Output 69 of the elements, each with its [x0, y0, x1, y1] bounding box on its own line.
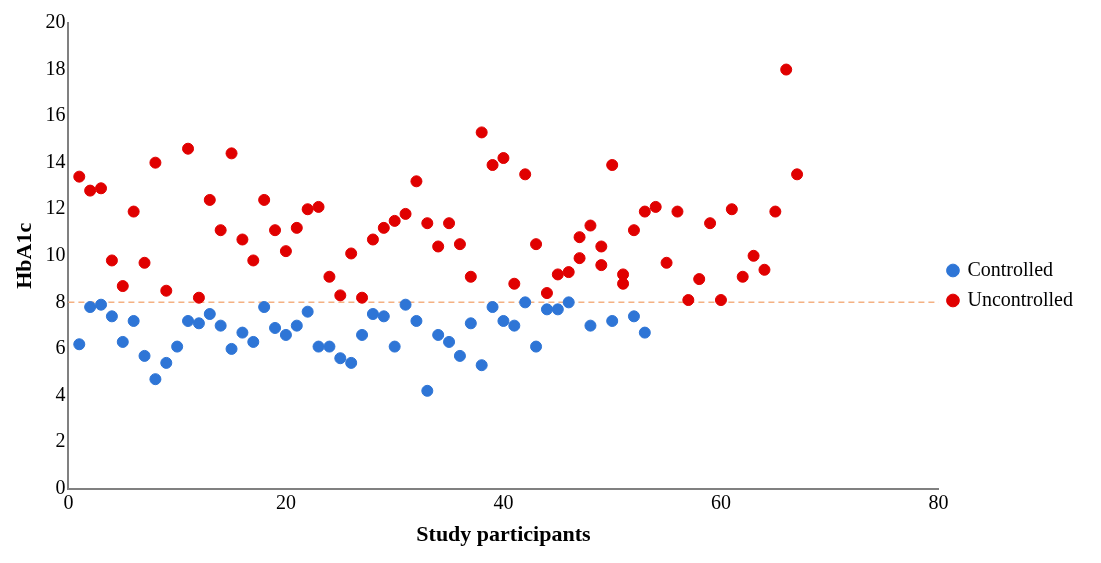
legend-label: Controlled: [967, 257, 1054, 280]
x-tick-label: 60: [710, 490, 731, 513]
point: [627, 310, 640, 323]
y-tick-label: 10: [45, 243, 66, 266]
point: [486, 301, 499, 314]
point: [443, 335, 456, 348]
point: [334, 352, 347, 365]
legend-label: Uncontrolled: [967, 287, 1073, 310]
point: [497, 314, 510, 327]
point: [519, 296, 532, 309]
point: [279, 328, 292, 341]
point: [269, 321, 282, 334]
y-tick-label: 4: [55, 382, 66, 405]
point: [345, 356, 358, 369]
point: [410, 314, 423, 327]
point: [638, 326, 651, 339]
point: [464, 317, 477, 330]
point: [540, 303, 553, 316]
y-tick-label: 0: [55, 475, 66, 498]
point: [606, 314, 619, 327]
point: [530, 340, 543, 353]
point: [584, 319, 597, 332]
x-tick-label: 40: [493, 490, 514, 513]
point: [551, 303, 564, 316]
point: [84, 301, 97, 314]
point: [323, 340, 336, 353]
point: [214, 319, 227, 332]
point: [399, 298, 412, 311]
point: [377, 310, 390, 323]
y-tick-label: 20: [45, 10, 66, 33]
point: [258, 301, 271, 314]
y-tick-label: 12: [45, 196, 66, 219]
x-tick-label: 80: [928, 490, 949, 513]
y-tick-label: 14: [45, 149, 66, 172]
x-tick-label: 20: [275, 490, 296, 513]
point: [171, 340, 184, 353]
point: [356, 328, 369, 341]
point: [388, 340, 401, 353]
point: [149, 373, 162, 386]
point: [475, 359, 488, 372]
point: [562, 296, 575, 309]
y-tick-label: 18: [45, 56, 66, 79]
point: [73, 338, 86, 351]
y-tick-label: 16: [45, 103, 66, 126]
point: [508, 319, 521, 332]
point: [290, 319, 303, 332]
y-tick-label: 2: [55, 429, 66, 452]
point: [366, 308, 379, 320]
point: [236, 326, 249, 339]
point: [192, 317, 205, 330]
y-axis-title: HbA1c: [10, 222, 36, 289]
point: [432, 328, 445, 341]
point: [95, 298, 108, 311]
point: [105, 310, 118, 323]
point: [453, 349, 466, 362]
point: [160, 356, 173, 369]
point: [421, 384, 434, 397]
point: [203, 308, 216, 320]
y-tick-label: 8: [55, 289, 66, 312]
point: [182, 314, 195, 327]
y-tick-label: 6: [55, 336, 66, 359]
point: [138, 349, 151, 362]
point: [301, 305, 314, 318]
point: [127, 314, 140, 327]
point: [116, 335, 129, 348]
x-axis-title: Study participants: [416, 521, 591, 547]
point: [312, 340, 325, 353]
point: [247, 335, 260, 348]
point: [225, 342, 238, 355]
